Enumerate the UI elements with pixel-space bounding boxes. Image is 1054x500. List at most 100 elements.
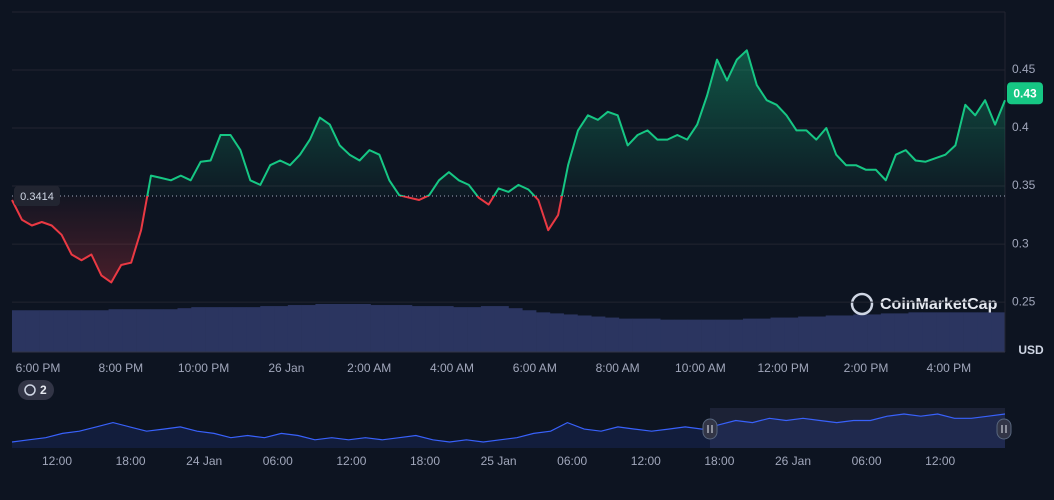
y-tick-label: 0.45 (1012, 62, 1036, 76)
x-tick-label: 8:00 AM (596, 361, 640, 375)
volume-bar (646, 318, 661, 352)
y-tick-label: 0.25 (1012, 294, 1036, 308)
volume-bar (949, 312, 964, 352)
volume-bar (880, 313, 895, 352)
baseline-label-bg (14, 186, 60, 207)
y-tick-label: 0.35 (1012, 178, 1036, 192)
volume-bar (53, 310, 68, 352)
volume-bar (784, 317, 799, 352)
volume-bar (632, 318, 647, 352)
volume-bar (94, 310, 109, 352)
volume-bar (136, 309, 151, 352)
x-tick-label: 26 Jan (268, 361, 304, 375)
volume-bar (163, 309, 178, 352)
volume-bar (12, 310, 27, 352)
volume-bar (315, 304, 330, 352)
volume-bar (356, 304, 371, 352)
volume-bar (729, 319, 744, 352)
volume-bar (177, 308, 192, 352)
navigator-tick-label: 12:00 (631, 454, 661, 468)
volume-bar (853, 314, 868, 352)
navigator-tick-label: 24 Jan (186, 454, 222, 468)
x-tick-label: 2:00 AM (347, 361, 391, 375)
navigator-tick-label: 12:00 (336, 454, 366, 468)
volume-bar (274, 306, 289, 352)
volume-bar (963, 312, 978, 352)
x-tick-label: 6:00 AM (513, 361, 557, 375)
navigator-handle[interactable] (702, 418, 718, 440)
watermark-text: CoinMarketCap (880, 296, 998, 313)
volume-bar (618, 318, 633, 352)
watermark-logo (850, 292, 874, 316)
current-price-bg (1007, 82, 1043, 105)
volume-bar (205, 307, 220, 352)
volume-bar (67, 310, 82, 352)
navigator-handle[interactable] (996, 418, 1012, 440)
volume-bar (591, 316, 606, 352)
navigator-tick-label: 26 Jan (775, 454, 811, 468)
volume-bar (811, 316, 827, 352)
volume-bar (39, 310, 54, 352)
x-tick-label: 4:00 PM (926, 361, 971, 375)
volume-bar (411, 306, 427, 352)
badge-bg[interactable] (18, 380, 54, 400)
volume-bar (370, 305, 385, 352)
volume-bar (701, 319, 716, 352)
volume-bar (674, 319, 689, 352)
volume-bar (343, 304, 358, 352)
volume-bar (122, 309, 137, 352)
volume-bar (577, 315, 592, 352)
navigator-selection (710, 408, 1005, 448)
volume-bar (715, 319, 730, 352)
navigator-tick-label: 18:00 (704, 454, 734, 468)
volume-bar (480, 306, 496, 352)
price-line (11, 49, 1006, 284)
volume-bar (605, 317, 620, 352)
volume-bar (770, 317, 785, 352)
navigator-tick-label: 12:00 (925, 454, 955, 468)
volume-bar (246, 307, 261, 352)
y-tick-label: 0.3 (1012, 236, 1029, 250)
volume-bar (108, 309, 123, 352)
volume-bar (467, 307, 482, 352)
volume-bar (660, 319, 675, 352)
navigator-tick-label: 06:00 (852, 454, 882, 468)
volume-bar (742, 318, 758, 352)
volume-bar (563, 314, 578, 352)
volume-bar (301, 305, 316, 352)
volume-bar (536, 312, 551, 352)
volume-bar (384, 305, 399, 352)
history-badge[interactable]: 2 (18, 380, 54, 400)
volume-bar (549, 313, 564, 352)
volume-bar (908, 312, 923, 352)
x-tick-label: 8:00 PM (98, 361, 143, 375)
price-area (12, 50, 1005, 283)
volume-bar (508, 308, 523, 352)
navigator-tick-label: 12:00 (42, 454, 72, 468)
currency-label: USD (1018, 343, 1044, 357)
x-tick-label: 4:00 AM (430, 361, 474, 375)
navigator-tick-label: 06:00 (263, 454, 293, 468)
watermark: CoinMarketCap (850, 292, 998, 316)
volume-bar (232, 307, 247, 352)
volume-bar (80, 310, 96, 352)
navigator-tick-label: 18:00 (410, 454, 440, 468)
volume-bar (218, 307, 233, 352)
badge-icon (24, 384, 36, 396)
volume-bar (425, 306, 440, 352)
x-tick-label: 12:00 PM (758, 361, 809, 375)
y-tick-label: 0.4 (1012, 120, 1029, 134)
badge-count: 2 (40, 383, 47, 397)
navigator-tick-label: 18:00 (116, 454, 146, 468)
current-price-label: 0.43 (1013, 86, 1037, 100)
volume-bar (922, 312, 937, 352)
volume-bar (287, 305, 302, 352)
volume-bar (191, 307, 206, 352)
volume-bar (329, 304, 344, 352)
x-tick-label: 2:00 PM (844, 361, 889, 375)
navigator-area (12, 414, 1005, 448)
volume-bar (25, 310, 40, 352)
volume-bar (439, 306, 454, 352)
